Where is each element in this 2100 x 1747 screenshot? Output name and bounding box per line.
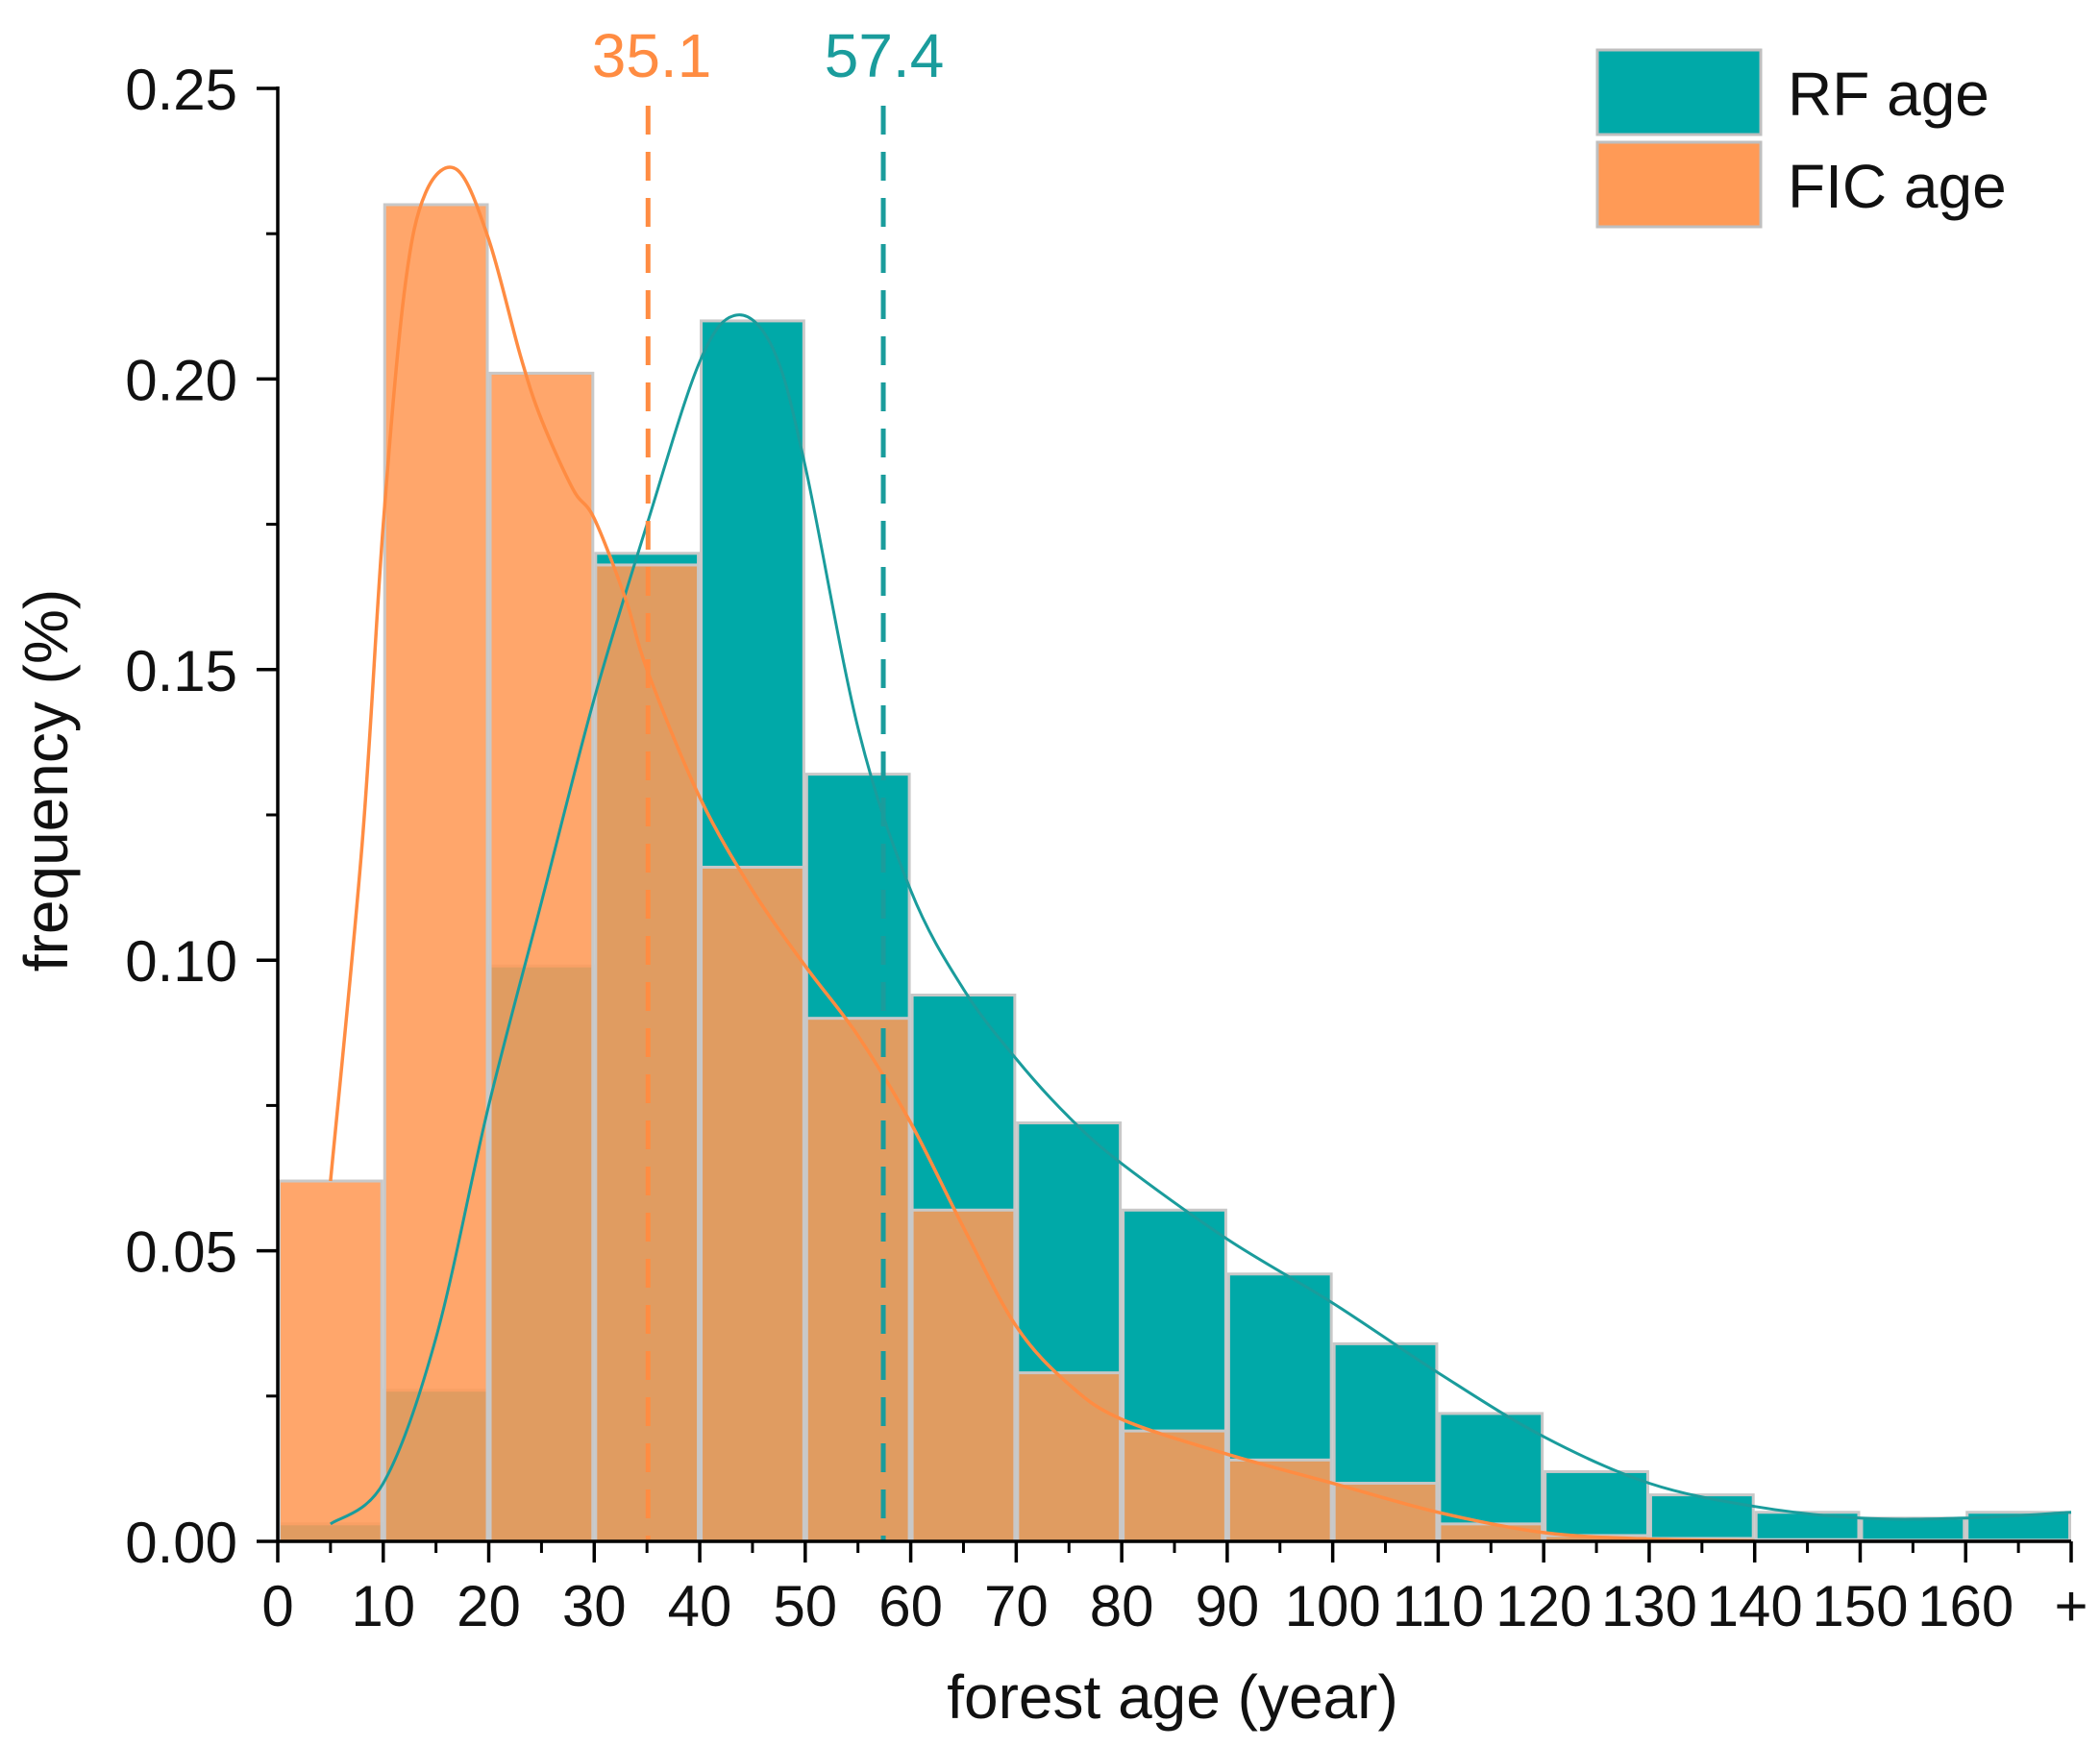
mean-lines [645,106,886,1541]
rf-density-curve [329,313,2072,1526]
x-tick-label: 0 [261,1574,293,1638]
y-tick-label: 0.05 [125,1220,237,1285]
rf-bar [1544,1469,1649,1543]
x-tick-label: 160 [1917,1574,2014,1638]
y-tick-label: 0.20 [125,348,237,412]
fic-bar [910,1208,1017,1543]
x-tick-label: 150 [1812,1574,1908,1638]
x-axis-title: forest age (year) [947,1662,1398,1732]
fic-bar [278,1179,383,1543]
y-tick-label: 0.10 [125,929,237,994]
mean-label-rf: 57.4 [825,21,945,90]
x-tick-label: 10 [351,1574,415,1638]
x-tick-label: 70 [984,1574,1049,1638]
y-tick-label: 0.15 [125,639,237,703]
legend-label-fic: FIC age [1788,152,2007,221]
x-tick-label: 140 [1707,1574,1803,1638]
legend-swatch-fic [1595,140,1763,229]
x-tick-label: 130 [1601,1574,1697,1638]
x-tick-label: 110 [1393,1574,1485,1638]
ticks: 0.00 0.05 0.10 0.15 0.20 0.25 0 10 20 30 40 50 60 70 8… [125,58,2088,1638]
x-tick-label: + [2054,1574,2088,1638]
x-tick-label: 40 [668,1574,732,1638]
x-tick-label: 60 [878,1574,943,1638]
rf-bar [1648,1493,1755,1543]
fic-bar [1438,1522,1544,1543]
mean-label-fic: 35.1 [592,21,712,90]
legend-swatch-rf [1595,48,1763,136]
y-axis-title: frequency (%) [12,589,81,972]
fic-bar [700,865,805,1543]
fic-bar [1332,1482,1439,1543]
x-tick-label: 20 [457,1574,521,1638]
y-tick-label: 0.25 [125,58,237,122]
fic-bar [383,203,489,1543]
fic-bar [1226,1458,1333,1543]
legend: RF age FIC age [1595,48,2007,229]
x-tick-label: 50 [773,1574,837,1638]
x-tick-label: 90 [1196,1574,1260,1638]
x-tick-label: 30 [562,1574,627,1638]
legend-label-rf: RF age [1788,60,1989,129]
x-tick-label: 120 [1495,1574,1592,1638]
x-tick-label: 80 [1090,1574,1154,1638]
fic-bar [488,371,595,1543]
x-tick-label: 100 [1285,1574,1381,1638]
rf-bar [1860,1516,1966,1543]
fic-density-curve [329,165,1755,1543]
fic-bar [1016,1371,1123,1543]
density-curves [329,165,2072,1543]
fic-bar [804,1017,911,1543]
y-tick-label: 0.00 [125,1511,237,1575]
